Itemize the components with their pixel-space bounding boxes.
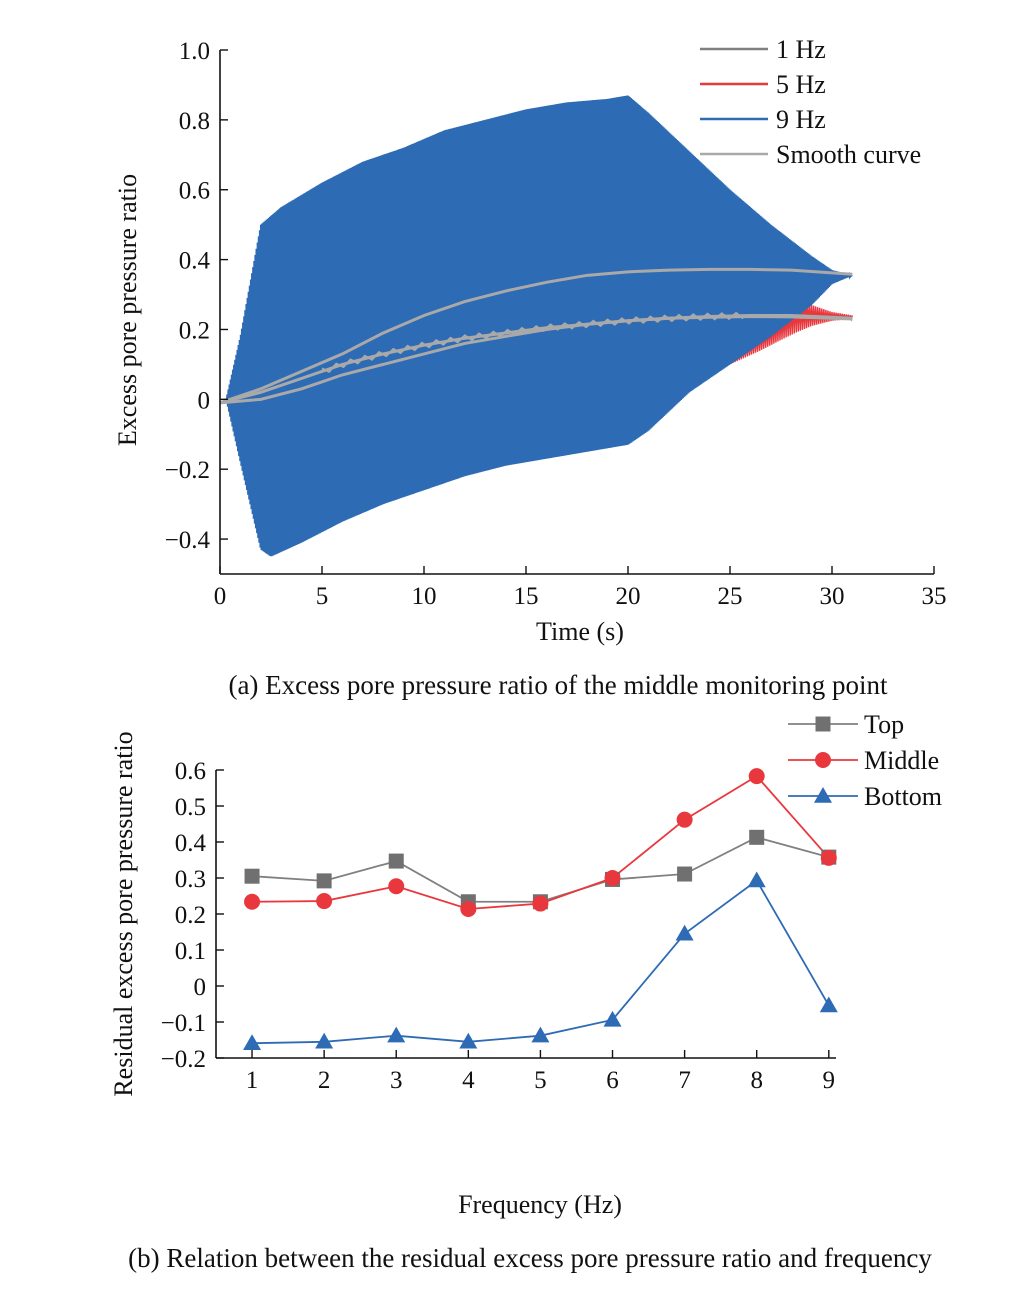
point-top-8 bbox=[749, 829, 765, 845]
chart-a-y-tick-label: −0.2 bbox=[165, 457, 210, 484]
point-bottom-7 bbox=[675, 924, 694, 941]
chart-b-y-tick-label: −0.2 bbox=[161, 1046, 206, 1073]
chart-b-legend: Top Middle Bottom bbox=[788, 710, 942, 811]
chart-a-x-tick-label: 25 bbox=[718, 583, 743, 610]
point-bottom-1 bbox=[243, 1034, 262, 1050]
legend-label-smooth-curve: Smooth curve bbox=[776, 140, 921, 169]
chart-a-x-tick-label: 35 bbox=[922, 583, 947, 610]
legend-label-9-hz: 9 Hz bbox=[776, 105, 826, 134]
chart-b-x-tick-label: 5 bbox=[534, 1067, 547, 1094]
series-9-hz-line bbox=[225, 95, 853, 557]
point-middle-6 bbox=[604, 870, 621, 886]
chart-a-y-tick-label: 0 bbox=[198, 387, 211, 414]
point-top-7 bbox=[677, 866, 693, 882]
chart-a-series-layer bbox=[219, 95, 854, 557]
chart-a-y-tick-label: 0.8 bbox=[179, 108, 210, 135]
chart-a-x-tick-label: 5 bbox=[316, 583, 329, 610]
point-top-3 bbox=[388, 853, 404, 869]
point-middle-1 bbox=[244, 893, 261, 910]
point-middle-5 bbox=[532, 895, 549, 912]
point-bottom-6 bbox=[603, 1010, 622, 1027]
chart-a-x-tick-label: 0 bbox=[214, 583, 227, 610]
chart-b-y-axis-title: Residual excess pore pressure ratio bbox=[109, 731, 138, 1096]
chart-a-x-tick-label: 15 bbox=[514, 583, 539, 610]
chart-b-y-tick-label: 0.3 bbox=[175, 866, 206, 893]
chart-a-axes: −0.4 −0.2 0 0.2 0.4 0.6 0.8 1.0 0 5 10 15 20 25 30 35 bbox=[165, 38, 947, 610]
chart-a-y-tick-label: 1.0 bbox=[179, 38, 210, 65]
point-bottom-4 bbox=[459, 1032, 478, 1049]
chart-b-x-axis-title: Frequency (Hz) bbox=[458, 1190, 622, 1219]
point-middle-2 bbox=[316, 893, 333, 910]
chart-b-axes: −0.2 −0.1 0 0.1 0.2 0.3 0.4 0.5 0.6 1 2 3 4 5 6 7 8 9 bbox=[161, 758, 836, 1094]
series-middle-line bbox=[252, 774, 830, 910]
legend-label-bottom: Bottom bbox=[864, 782, 942, 811]
point-top-2 bbox=[316, 873, 332, 889]
legend-label-1-hz: 1 Hz bbox=[776, 35, 826, 64]
chart-a-y-tick-label: −0.4 bbox=[165, 527, 211, 554]
smooth-curve-9-hz bbox=[219, 267, 853, 405]
point-middle-9 bbox=[820, 849, 837, 866]
chart-b-y-tick-label: 0.2 bbox=[175, 902, 206, 929]
legend-label-5-hz: 5 Hz bbox=[776, 70, 826, 99]
legend-marker-middle bbox=[815, 752, 831, 768]
chart-a-legend: 1 Hz 5 Hz 9 Hz Smooth curve bbox=[700, 35, 921, 169]
legend-marker-top bbox=[815, 716, 831, 732]
chart-a-x-tick-label: 10 bbox=[412, 583, 437, 610]
chart-b-x-tick-label: 1 bbox=[246, 1067, 259, 1094]
chart-b-series-layer bbox=[243, 768, 838, 1050]
chart-b-x-tick-label: 8 bbox=[750, 1067, 763, 1094]
chart-b-x-tick-label: 2 bbox=[318, 1067, 331, 1094]
legend-label-middle: Middle bbox=[864, 746, 939, 775]
chart-b: −0.2 −0.1 0 0.1 0.2 0.3 0.4 0.5 0.6 1 2 3 4 5 6 7 8 9 Top… bbox=[109, 710, 942, 1273]
chart-b-y-tick-label: 0.5 bbox=[175, 794, 206, 821]
chart-a-x-tick-label: 20 bbox=[616, 583, 641, 610]
chart-b-x-tick-label: 3 bbox=[390, 1067, 403, 1094]
legend-marker-bottom bbox=[814, 787, 832, 803]
point-middle-3 bbox=[388, 878, 405, 895]
chart-b-x-tick-label: 9 bbox=[823, 1067, 836, 1094]
point-bottom-8 bbox=[747, 871, 766, 888]
chart-b-caption: (b) Relation between the residual excess… bbox=[128, 1243, 932, 1273]
chart-a-y-axis-title: Excess pore pressure ratio bbox=[113, 174, 142, 446]
chart-b-x-tick-label: 4 bbox=[462, 1067, 475, 1094]
chart-a: −0.4 −0.2 0 0.2 0.4 0.6 0.8 1.0 0 5 10 15 20 25 30 35 1… bbox=[113, 35, 947, 700]
chart-b-y-tick-label: 0.4 bbox=[175, 830, 207, 857]
chart-b-y-tick-label: −0.1 bbox=[161, 1010, 206, 1037]
legend-label-top: Top bbox=[864, 710, 904, 739]
chart-b-x-tick-label: 6 bbox=[606, 1067, 619, 1094]
chart-a-x-tick-label: 30 bbox=[820, 583, 845, 610]
chart-b-x-tick-label: 7 bbox=[678, 1067, 691, 1094]
chart-b-y-tick-label: 0.6 bbox=[175, 758, 206, 785]
chart-a-y-tick-label: 0.4 bbox=[179, 248, 211, 275]
point-middle-4 bbox=[460, 900, 477, 917]
point-bottom-5 bbox=[531, 1026, 550, 1043]
point-top-1 bbox=[244, 868, 260, 884]
chart-a-x-axis-title: Time (s) bbox=[536, 617, 624, 646]
chart-a-y-tick-label: 0.6 bbox=[179, 178, 210, 205]
point-bottom-9 bbox=[819, 996, 838, 1013]
chart-a-caption: (a) Excess pore pressure ratio of the mi… bbox=[228, 670, 888, 700]
point-middle-7 bbox=[676, 811, 693, 828]
chart-b-y-tick-label: 0.1 bbox=[175, 938, 206, 965]
point-middle-8 bbox=[748, 768, 765, 785]
chart-b-y-tick-label: 0 bbox=[194, 974, 207, 1001]
point-bottom-3 bbox=[387, 1026, 406, 1043]
point-bottom-2 bbox=[315, 1032, 334, 1049]
chart-a-y-tick-label: 0.2 bbox=[179, 317, 210, 344]
smooth-curve-ripple bbox=[321, 311, 744, 373]
